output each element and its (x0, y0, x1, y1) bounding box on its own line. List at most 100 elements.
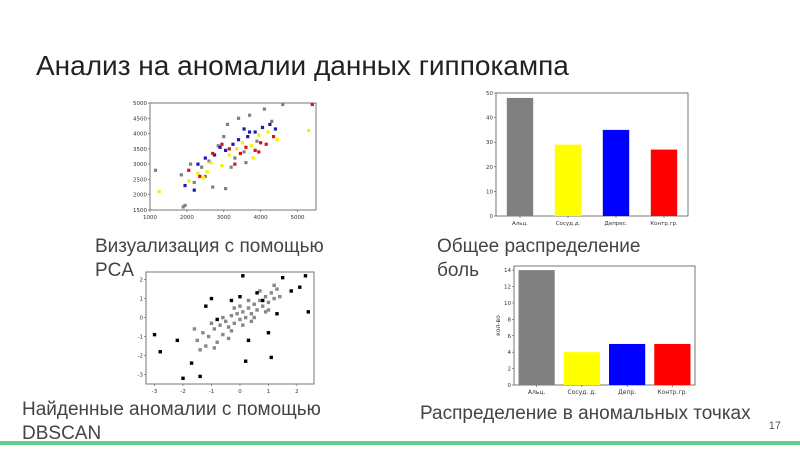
pca-point (255, 139, 259, 143)
anomaly-y-tick-label: 2 (508, 367, 512, 373)
dbscan-point (272, 296, 276, 301)
pca-point (212, 153, 217, 157)
dbscan-plot-frame (145, 271, 315, 385)
dbscan-x-tick-label: 0 (238, 389, 242, 395)
dbscan-y-tick-label: -3 (138, 373, 144, 379)
pca-point (183, 183, 187, 188)
dbscan-x-tick-label: -3 (152, 389, 158, 395)
dbscan-scatter-svg: -3 -2 -1 0 1 2 -3 -2 -1 0 1 2 (138, 271, 315, 395)
dbscan-point (243, 359, 248, 363)
pca-point (157, 190, 161, 194)
dbscan-point (209, 296, 214, 301)
dbscan-point (238, 294, 242, 299)
pca-point (188, 162, 193, 166)
dbscan-point (238, 317, 242, 322)
pca-point (264, 142, 268, 146)
anomaly-y-tick-label: 14 (504, 268, 511, 274)
dbscan-point (263, 310, 268, 314)
pca-x-tick-label: 2000 (180, 215, 194, 221)
dbscan-point (255, 291, 259, 295)
pca-point (224, 187, 228, 191)
anomaly-plot-frame (513, 265, 696, 386)
pca-point (257, 133, 261, 137)
pca-point (211, 185, 215, 189)
pca-point (196, 162, 200, 166)
dbscan-point (192, 327, 197, 331)
anomaly-y-tick-label: 8 (508, 317, 512, 323)
overall-category-label: Депрес. (605, 221, 628, 227)
dbscan-scatter-chart: -3 -2 -1 0 1 2 -3 -2 -1 0 1 2 (130, 270, 316, 395)
pca-point (271, 135, 276, 139)
dbscan-point (266, 331, 271, 335)
pca-point (227, 147, 231, 151)
overall-plot-frame (495, 92, 689, 217)
anomaly-y-tick-label: 10 (504, 301, 511, 307)
pca-point (249, 144, 254, 148)
pca-point (248, 113, 252, 117)
overall-distribution-svg: 0 10 20 30 40 50 Альц. Сосуд.д. Депрес. Контр.гр. (486, 91, 689, 227)
anomaly-distribution-svg: 0 2 4 6 8 10 12 14 Альц. Сосуд. д. Депр. Контр.гр. к… (495, 265, 696, 396)
pca-point (200, 165, 204, 169)
dbscan-point (215, 317, 219, 322)
pca-point (307, 128, 311, 133)
pca-point (235, 147, 239, 151)
pca-point (224, 148, 228, 152)
pca-y-tick-label: 3500 (133, 147, 147, 153)
anomaly-distribution-bar-chart: 0 2 4 6 8 10 12 14 Альц. Сосуд. д. Депр. Контр.гр. к… (483, 261, 697, 405)
dbscan-point (238, 304, 242, 308)
anomaly-y-axis-label: кол-во (495, 315, 502, 336)
anomaly-distribution-caption: Распределение в аномальных точках (420, 403, 751, 424)
pca-point (268, 122, 272, 126)
dbscan-point (198, 374, 202, 379)
pca-x-tick-label: 4000 (254, 215, 268, 221)
pca-point (207, 159, 211, 163)
dbscan-point (246, 298, 251, 303)
pca-point (253, 130, 257, 134)
pca-y-tick-label: 1500 (133, 208, 147, 214)
dbscan-y-tick-label: 1 (140, 297, 144, 303)
dbscan-point (229, 329, 234, 333)
pca-point (196, 171, 200, 175)
dbscan-point (181, 376, 185, 381)
pca-point (192, 180, 196, 185)
overall-bar (554, 144, 582, 216)
dbscan-point (275, 312, 279, 316)
dbscan-point (266, 300, 271, 305)
pca-point (187, 168, 191, 172)
dbscan-point (249, 319, 254, 324)
pca-point (192, 188, 196, 192)
pca-point (229, 165, 233, 169)
pca-y-tick-label: 2500 (133, 177, 147, 183)
pca-point (187, 179, 191, 183)
dbscan-point (204, 304, 208, 308)
pca-point (251, 156, 255, 160)
dbscan-point (249, 312, 254, 316)
pca-point (220, 164, 224, 168)
pca-point (233, 162, 237, 166)
anomaly-y-tick-label: 6 (508, 334, 512, 340)
pca-point (179, 173, 183, 177)
overall-y-tick-label: 30 (486, 140, 493, 146)
dbscan-y-tick-label: -2 (138, 354, 143, 360)
pca-point (275, 138, 279, 142)
overall-y-tick-label: 0 (490, 214, 494, 220)
pca-y-tick-label: 2000 (133, 193, 147, 199)
dbscan-point (241, 323, 245, 327)
dbscan-point (252, 315, 256, 320)
pca-point (225, 122, 230, 126)
dbscan-point (275, 287, 279, 291)
pca-y-tick-label: 4000 (133, 132, 147, 138)
dbscan-caption: Найденные аномалии с помощью DBSCAN (22, 398, 321, 446)
pca-point (216, 144, 220, 148)
dbscan-point (232, 321, 236, 325)
anomaly-y-tick-label: 4 (508, 350, 512, 356)
dbscan-point (252, 302, 256, 306)
dbscan-point (303, 274, 308, 278)
pca-point (220, 142, 224, 146)
dbscan-point (158, 350, 162, 354)
dbscan-point (221, 332, 225, 337)
anomaly-category-label: Контр.гр. (657, 389, 687, 396)
pca-point (242, 150, 246, 154)
pca-point (211, 151, 215, 156)
overall-distribution-caption: Общее распределение боль (437, 235, 695, 283)
